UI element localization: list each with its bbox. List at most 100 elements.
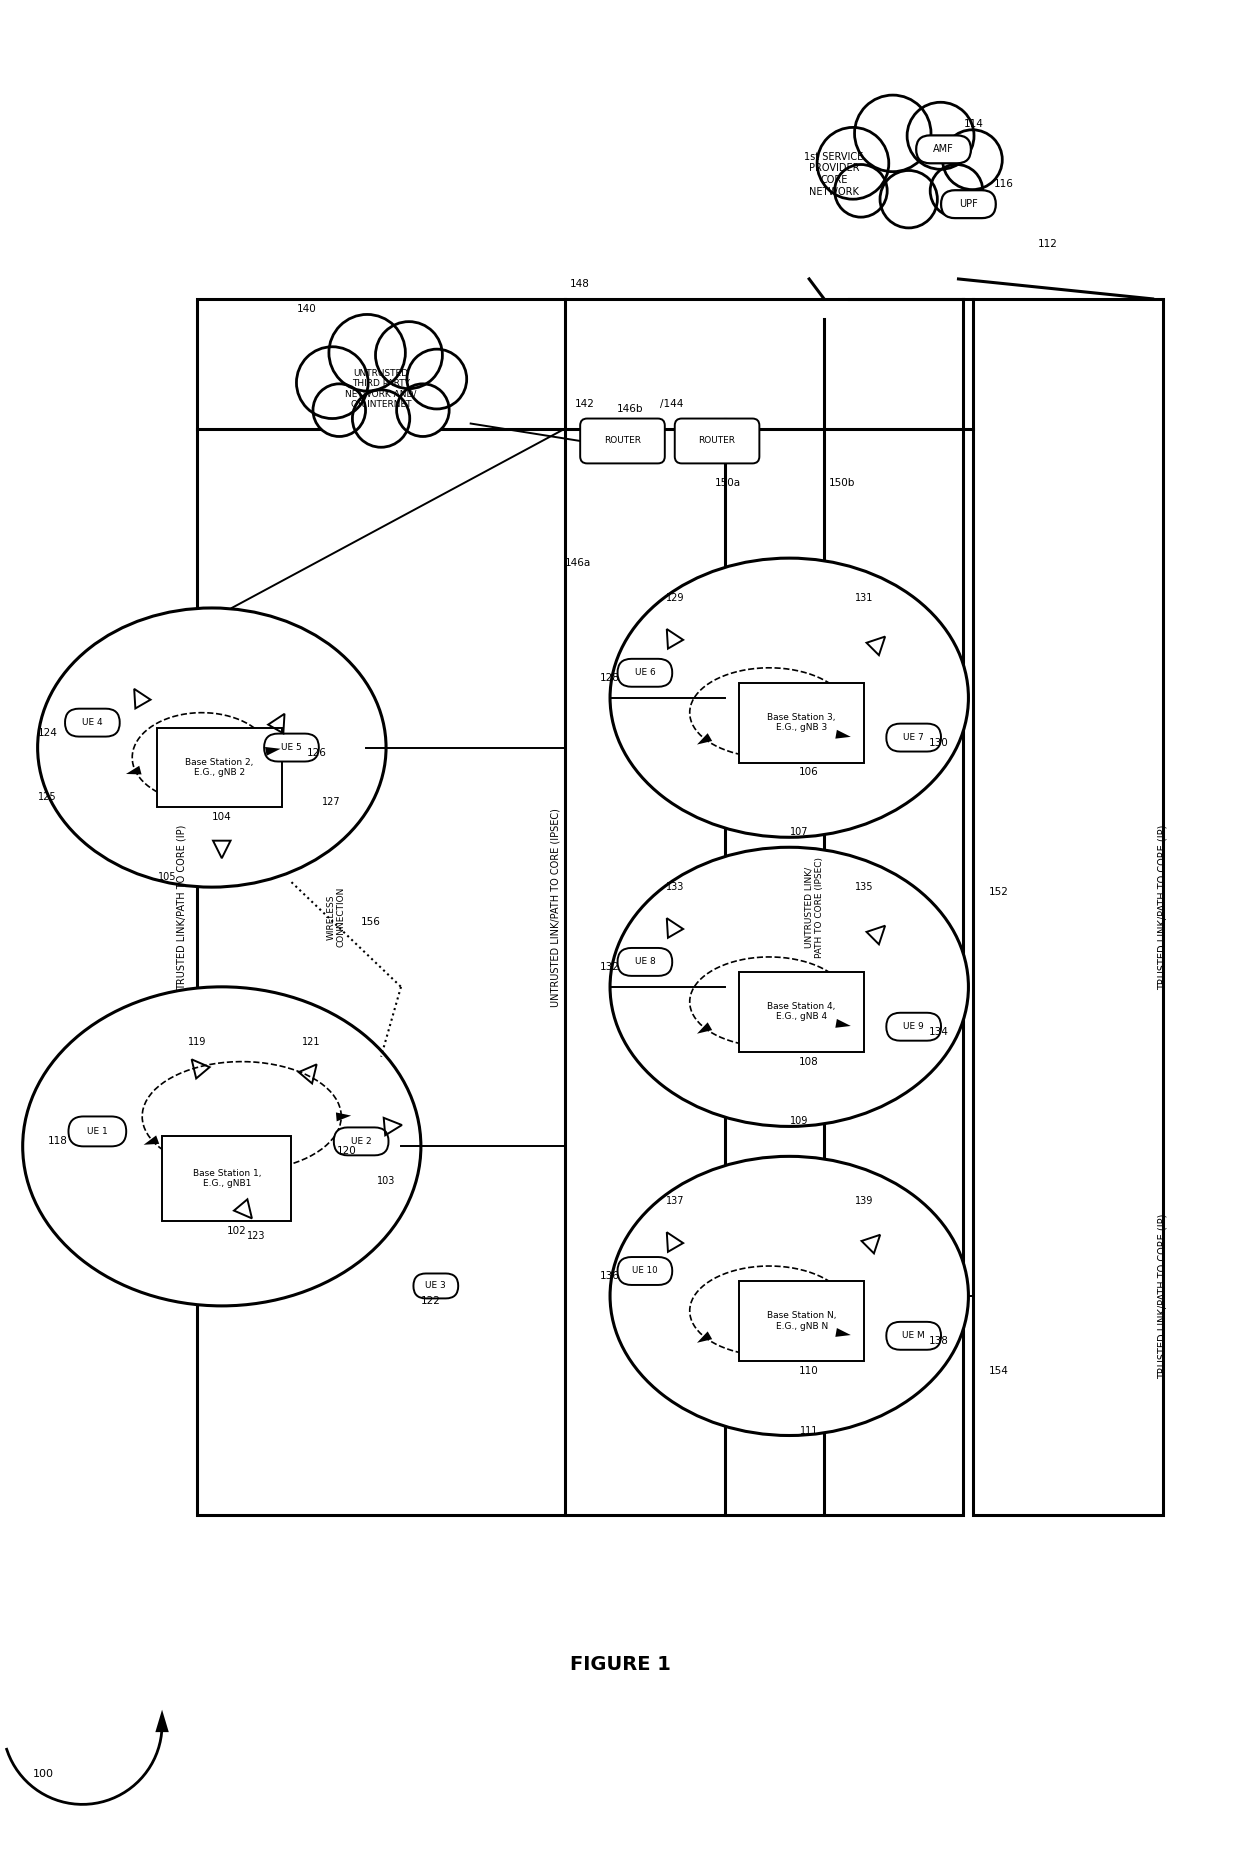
Text: UE 7: UE 7 [903,734,924,741]
Text: 129: 129 [666,594,684,603]
Text: 150b: 150b [830,478,856,489]
Text: ROUTER: ROUTER [698,437,735,446]
Text: 150a: 150a [714,478,740,489]
Text: 114: 114 [963,119,983,129]
FancyBboxPatch shape [64,709,120,737]
Polygon shape [155,1710,169,1733]
Text: UE 3: UE 3 [425,1281,446,1290]
Text: 138: 138 [929,1335,949,1346]
Text: Base Station N,
E.G., gNB N: Base Station N, E.G., gNB N [766,1311,837,1331]
Text: 1st SERVICE
PROVIDER
CORE
NETWORK: 1st SERVICE PROVIDER CORE NETWORK [805,151,864,196]
Text: 124: 124 [37,728,57,737]
Circle shape [835,164,887,217]
Text: 102: 102 [227,1227,247,1236]
Text: 126: 126 [306,747,326,758]
Ellipse shape [610,558,968,836]
Polygon shape [836,730,851,739]
Circle shape [854,95,931,172]
Polygon shape [697,1331,712,1342]
Text: 146a: 146a [565,558,591,568]
FancyBboxPatch shape [618,659,672,687]
Text: UE 4: UE 4 [82,719,103,726]
Text: UE 2: UE 2 [351,1137,372,1146]
Circle shape [329,314,405,390]
Text: 110: 110 [800,1365,818,1376]
Text: 156: 156 [361,917,381,928]
Text: 107: 107 [790,827,808,836]
Text: UPF: UPF [959,200,978,209]
Text: 148: 148 [570,278,590,289]
Text: 146b: 146b [616,403,644,414]
Polygon shape [144,1135,159,1144]
Bar [162,1137,291,1221]
Text: 103: 103 [377,1176,396,1186]
Text: 134: 134 [929,1027,949,1036]
Circle shape [407,349,466,409]
Text: UNTRUSTED LINK/PATH TO CORE (IPSEC): UNTRUSTED LINK/PATH TO CORE (IPSEC) [551,808,560,1006]
Text: TRUSTED LINK/PATH TO CORE (IP): TRUSTED LINK/PATH TO CORE (IP) [1158,825,1168,990]
Text: 135: 135 [854,881,873,892]
Text: /144: /144 [660,398,683,409]
Text: 106: 106 [800,767,818,777]
Text: UE M: UE M [903,1331,925,1341]
Bar [197,299,963,1516]
FancyBboxPatch shape [580,418,665,463]
Text: 109: 109 [790,1116,808,1126]
Text: 104: 104 [212,812,232,821]
Circle shape [397,385,449,437]
Circle shape [817,127,889,200]
Text: 119: 119 [187,1036,206,1047]
Polygon shape [836,1019,851,1027]
Polygon shape [836,1327,851,1337]
Circle shape [908,103,973,170]
Text: AMF: AMF [934,144,954,155]
Ellipse shape [610,848,968,1126]
Text: UE 6: UE 6 [635,668,655,678]
Ellipse shape [22,988,420,1305]
Text: 120: 120 [336,1146,356,1156]
FancyBboxPatch shape [887,1322,941,1350]
Circle shape [296,347,368,418]
Circle shape [930,164,983,217]
Bar [739,973,864,1051]
Text: UNTRUSTED LINK/
PATH TO CORE (IPSEC): UNTRUSTED LINK/ PATH TO CORE (IPSEC) [805,857,823,958]
Text: 100: 100 [32,1770,53,1779]
Polygon shape [126,765,141,775]
FancyBboxPatch shape [941,190,996,218]
Text: FIGURE 1: FIGURE 1 [569,1656,671,1675]
Text: 123: 123 [248,1230,265,1242]
Polygon shape [697,734,712,745]
Ellipse shape [37,609,386,887]
Text: TRUSTED LINK/PATH TO CORE (IP): TRUSTED LINK/PATH TO CORE (IP) [1158,1214,1168,1378]
Text: 131: 131 [854,594,873,603]
Ellipse shape [610,1156,968,1436]
Text: UE 10: UE 10 [632,1266,657,1275]
Circle shape [376,321,443,388]
Circle shape [312,385,366,437]
Text: 112: 112 [1038,239,1058,248]
Circle shape [880,170,937,228]
Text: 111: 111 [800,1426,818,1436]
Text: 121: 121 [303,1036,321,1047]
Text: Base Station 1,
E.G., gNB1: Base Station 1, E.G., gNB1 [192,1169,260,1189]
Text: 128: 128 [600,672,620,683]
Text: 130: 130 [929,737,949,747]
Text: TRUSTED LINK/PATH TO CORE (IP): TRUSTED LINK/PATH TO CORE (IP) [177,825,187,990]
Text: 142: 142 [575,398,595,409]
Text: UE 9: UE 9 [903,1023,924,1031]
Text: 154: 154 [988,1365,1008,1376]
Text: UE 1: UE 1 [87,1128,108,1135]
FancyBboxPatch shape [618,1256,672,1284]
Circle shape [942,131,1002,190]
Text: 118: 118 [47,1137,67,1146]
FancyBboxPatch shape [68,1116,126,1146]
Text: 132: 132 [600,962,620,973]
Circle shape [352,390,409,448]
FancyBboxPatch shape [887,724,941,752]
Text: ROUTER: ROUTER [604,437,641,446]
Bar [739,1281,864,1361]
FancyBboxPatch shape [618,948,672,976]
Bar [157,728,281,807]
Text: 122: 122 [420,1296,440,1305]
FancyBboxPatch shape [264,734,319,762]
